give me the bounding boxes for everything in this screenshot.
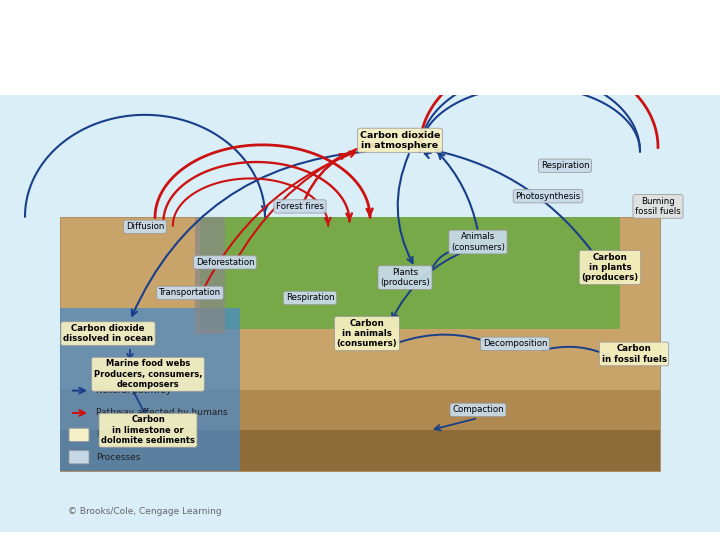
Text: Pathway affected by humans: Pathway affected by humans — [96, 408, 228, 417]
Text: © Brooks/Cole, Cengage Learning: © Brooks/Cole, Cengage Learning — [68, 507, 222, 516]
Text: Carbon dioxide
dissolved in ocean: Carbon dioxide dissolved in ocean — [63, 324, 153, 343]
Text: Animals
(consumers): Animals (consumers) — [451, 232, 505, 252]
Text: Plants
(producers): Plants (producers) — [380, 268, 430, 287]
Text: Carbon dioxide
in atmosphere: Carbon dioxide in atmosphere — [360, 131, 440, 150]
Text: Impacts of Human Activities: Impacts of Human Activities — [16, 58, 392, 83]
Text: Compaction: Compaction — [452, 406, 504, 414]
Text: Decomposition: Decomposition — [482, 339, 547, 348]
Text: Natural pathway: Natural pathway — [96, 386, 171, 395]
Text: Burning
fossil fuels: Burning fossil fuels — [635, 197, 681, 216]
Text: Carbon
in limestone or
dolomite sediments: Carbon in limestone or dolomite sediment… — [101, 415, 195, 445]
FancyBboxPatch shape — [69, 450, 89, 464]
Text: Photosynthesis: Photosynthesis — [516, 192, 580, 201]
Polygon shape — [200, 217, 620, 328]
Text: Natural Capital: Carbon Cycle with Major Harmful: Natural Capital: Carbon Cycle with Major… — [16, 21, 674, 45]
Text: Marine food webs
Producers, consumers,
decomposers: Marine food webs Producers, consumers, d… — [94, 360, 202, 389]
Text: Reservoir: Reservoir — [96, 430, 139, 440]
Text: Processes: Processes — [96, 453, 140, 462]
Bar — [195, 217, 225, 334]
Text: Deforestation: Deforestation — [196, 258, 254, 267]
FancyBboxPatch shape — [69, 428, 89, 441]
Text: Transportation: Transportation — [159, 288, 221, 298]
Text: Diffusion: Diffusion — [126, 222, 164, 231]
Text: Carbon
in plants
(producers): Carbon in plants (producers) — [582, 253, 639, 282]
Text: Carbon
in fossil fuels: Carbon in fossil fuels — [601, 344, 667, 363]
Polygon shape — [60, 308, 240, 471]
Text: Respiration: Respiration — [286, 293, 334, 302]
Bar — [60, 430, 660, 471]
Polygon shape — [60, 217, 660, 471]
Bar — [60, 389, 660, 471]
Text: Carbon
in animals
(consumers): Carbon in animals (consumers) — [337, 319, 397, 348]
Text: Respiration: Respiration — [541, 161, 589, 170]
Text: Forest fires: Forest fires — [276, 202, 324, 211]
